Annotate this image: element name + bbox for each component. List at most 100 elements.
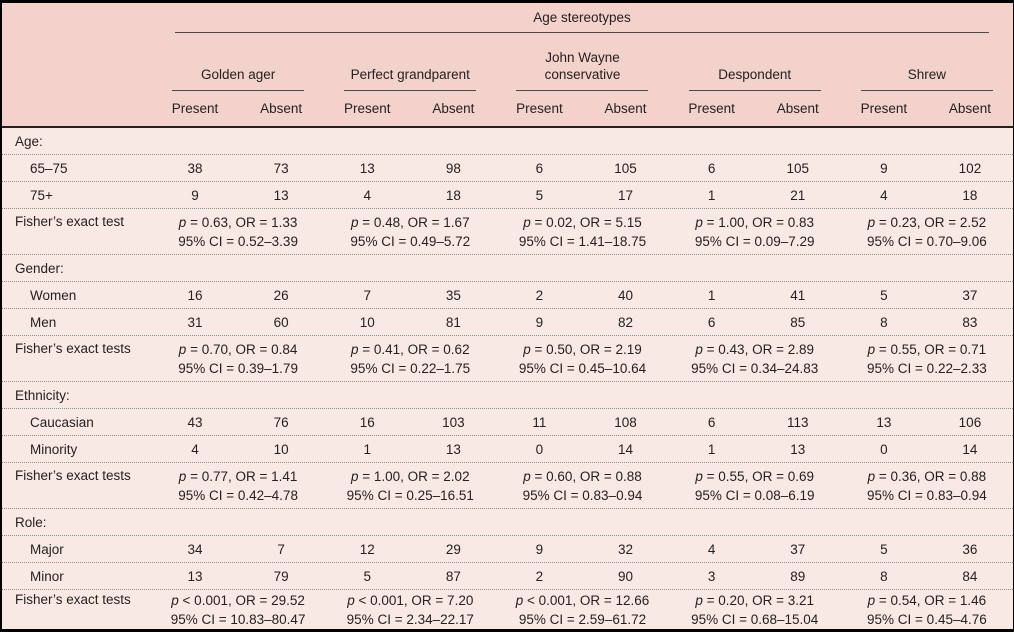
value-cell: 5 xyxy=(880,287,888,303)
fisher-ci-line: 95% CI = 0.22–2.33 xyxy=(867,360,987,376)
p-symbol: p xyxy=(523,468,531,484)
fisher-stat-text: = 0.20, OR = 3.21 xyxy=(702,592,814,608)
value-cell: 90 xyxy=(618,568,634,584)
fisher-stat-text: = 0.36, OR = 0.88 xyxy=(875,468,987,484)
value-cell: 1 xyxy=(707,287,716,303)
p-symbol: p xyxy=(695,592,703,608)
group-label: Golden ager xyxy=(172,66,305,91)
spanner-title: Age stereotypes xyxy=(175,10,989,33)
fisher-ci-line: 95% CI = 0.49–5.72 xyxy=(350,233,471,249)
value-cell: 4 xyxy=(880,187,888,203)
row-label: Fisher’s exact tests xyxy=(15,592,131,607)
value-cell: 81 xyxy=(445,314,461,330)
subheader-absent: Absent xyxy=(948,101,991,116)
value-cell: 8 xyxy=(880,314,888,330)
fisher-stat-line: p = 0.02, OR = 5.15 xyxy=(496,213,668,232)
p-symbol: p xyxy=(178,341,187,357)
value-cell: 4 xyxy=(363,187,371,203)
value-cell: 14 xyxy=(618,441,634,457)
fisher-cell: p = 1.00, OR = 0.83 95% CI = 0.09–7.29 xyxy=(669,213,841,251)
value-cell: 4 xyxy=(191,441,199,457)
fisher-row-gender: Fisher’s exact tests p = 0.70, OR = 0.84… xyxy=(2,336,1013,382)
fisher-stat-line: p = 1.00, OR = 2.02 xyxy=(324,467,496,486)
value-cell: 13 xyxy=(445,441,461,457)
subheader-present: Present xyxy=(860,101,908,116)
value-cell: 38 xyxy=(187,160,203,176)
section-row-role: Role: xyxy=(2,509,1013,536)
value-cell: 73 xyxy=(273,160,289,176)
value-cell: 9 xyxy=(535,541,544,557)
p-symbol: p xyxy=(350,214,359,230)
value-cell: 6 xyxy=(707,414,716,430)
value-cell: 10 xyxy=(359,314,375,330)
value-cell: 41 xyxy=(790,287,806,303)
p-symbol: p xyxy=(350,468,359,484)
data-row-caucasian: Caucasian 43 76 16 103 11 108 6 113 13 1… xyxy=(2,409,1013,436)
fisher-stat-line: p = 0.36, OR = 0.88 xyxy=(841,467,1013,486)
value-cell: 79 xyxy=(273,568,289,584)
fisher-stat-text: = 0.23, OR = 2.52 xyxy=(875,214,987,230)
fisher-stat-text: < 0.001, OR = 29.52 xyxy=(178,592,305,608)
fisher-cell: p = 0.63, OR = 1.33 95% CI = 0.52–3.39 xyxy=(152,213,324,251)
spanner-cell: Age stereotypes xyxy=(152,10,1013,33)
fisher-cell: p = 0.48, OR = 1.67 95% CI = 0.49–5.72 xyxy=(324,213,496,251)
fisher-ci-line: 95% CI = 1.41–18.75 xyxy=(518,233,647,249)
value-cell: 84 xyxy=(962,568,978,584)
p-symbol: p xyxy=(867,341,876,357)
fisher-ci-line: 95% CI = 0.22–1.75 xyxy=(350,360,471,376)
value-cell: 9 xyxy=(535,314,544,330)
fisher-stat-text: = 0.41, OR = 0.62 xyxy=(358,341,470,357)
fisher-stat-line: p = 0.60, OR = 0.88 xyxy=(496,467,668,486)
fisher-cell: p = 0.54, OR = 1.46 95% CI = 0.45–4.76 xyxy=(841,591,1013,629)
spanner-row: Age stereotypes xyxy=(2,3,1013,33)
row-label: 65–75 xyxy=(30,160,68,176)
value-cell: 31 xyxy=(187,314,203,330)
section-label: Role: xyxy=(15,514,47,530)
group-label: John Wayne conservative xyxy=(516,49,649,91)
fisher-stat-line: p = 0.55, OR = 0.71 xyxy=(841,340,1013,359)
row-label: Minor xyxy=(30,568,64,584)
value-cell: 13 xyxy=(876,414,892,430)
fisher-ci-line: 95% CI = 0.25–16.51 xyxy=(346,487,474,503)
value-cell: 5 xyxy=(535,187,544,203)
value-cell: 106 xyxy=(958,414,982,430)
value-cell: 37 xyxy=(962,287,978,303)
subheader-absent: Absent xyxy=(260,101,303,116)
value-cell: 108 xyxy=(614,414,637,430)
fisher-ci-line: 95% CI = 0.45–10.64 xyxy=(518,360,647,376)
fisher-ci-line: 95% CI = 0.70–9.06 xyxy=(867,233,987,249)
fisher-stat-text: = 0.43, OR = 2.89 xyxy=(702,341,814,357)
value-cell: 43 xyxy=(187,414,203,430)
fisher-stat-line: p = 0.23, OR = 2.52 xyxy=(841,213,1013,232)
value-cell: 13 xyxy=(273,187,289,203)
fisher-cell: p = 0.77, OR = 1.41 95% CI = 0.42–4.78 xyxy=(152,467,324,505)
fisher-cell: p = 0.50, OR = 2.19 95% CI = 0.45–10.64 xyxy=(496,340,668,378)
value-cell: 102 xyxy=(958,160,982,176)
subheader-present: Present xyxy=(516,101,563,116)
fisher-stat-text: = 0.63, OR = 1.33 xyxy=(186,214,298,230)
fisher-cell: p < 0.001, OR = 29.52 95% CI = 10.83–80.… xyxy=(152,591,324,629)
fisher-ci-line: 95% CI = 10.83–80.47 xyxy=(170,611,306,627)
fisher-row-role: Fisher’s exact tests p < 0.001, OR = 29.… xyxy=(2,590,1013,629)
value-cell: 1 xyxy=(363,441,371,457)
section-label: Gender: xyxy=(15,260,64,276)
data-row-minor: Minor 13 79 5 87 2 90 3 89 8 84 xyxy=(2,563,1013,590)
fisher-cell: p = 0.41, OR = 0.62 95% CI = 0.22–1.75 xyxy=(324,340,496,378)
section-label: Ethnicity: xyxy=(15,387,70,403)
fisher-row-ethnicity: Fisher’s exact tests p = 0.77, OR = 1.41… xyxy=(2,463,1013,509)
value-cell: 5 xyxy=(880,541,888,557)
group-label: Perfect grandparent xyxy=(344,66,477,91)
data-row-women: Women 16 26 7 35 2 40 1 41 5 37 xyxy=(2,282,1013,309)
value-cell: 0 xyxy=(535,441,544,457)
row-label: Fisher’s exact tests xyxy=(15,468,131,483)
value-cell: 6 xyxy=(707,160,716,176)
row-label: Men xyxy=(30,314,57,330)
group-header-shrew: Shrew xyxy=(841,66,1013,91)
value-cell: 16 xyxy=(187,287,203,303)
fisher-cell: p = 0.43, OR = 2.89 95% CI = 0.34–24.83 xyxy=(669,340,841,378)
value-cell: 89 xyxy=(790,568,806,584)
data-row-major: Major 34 7 12 29 9 32 4 37 5 36 xyxy=(2,536,1013,563)
data-row-men: Men 31 60 10 81 9 82 6 85 8 83 xyxy=(2,309,1013,336)
p-symbol: p xyxy=(178,214,187,230)
fisher-stat-line: p = 0.50, OR = 2.19 xyxy=(496,340,668,359)
